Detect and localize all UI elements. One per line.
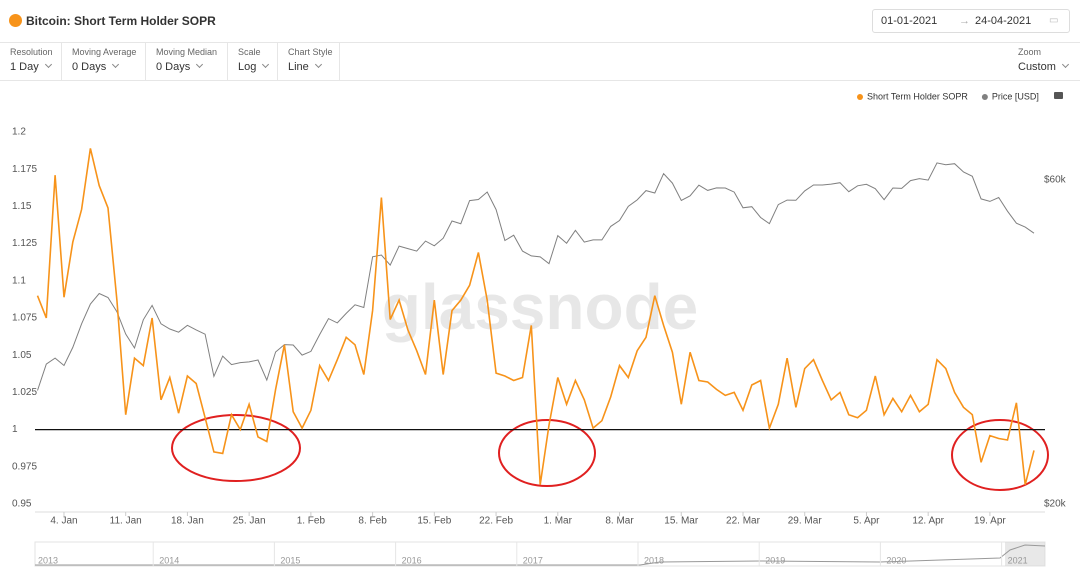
navigator-label: 2021 (1008, 555, 1028, 565)
x-tick-label: 19. Apr (974, 516, 1006, 527)
control[interactable]: Chart Style Line (278, 43, 340, 80)
control-value[interactable]: Log (238, 60, 270, 73)
control-value[interactable]: Custom (1018, 60, 1069, 73)
x-tick-label: 4. Jan (50, 516, 77, 527)
calendar-icon[interactable]: ▭ (1049, 15, 1059, 26)
control[interactable]: Moving Average 0 Days (62, 43, 146, 80)
y-tick-label: 1.05 (12, 350, 32, 361)
legend-label: Price [USD] (992, 91, 1039, 101)
y-tick-label: 1.2 (12, 127, 26, 138)
x-tick-label: 1. Feb (297, 516, 326, 527)
y-tick-label: 1.125 (12, 238, 37, 249)
control-label: Moving Average (72, 47, 137, 57)
camera-icon[interactable] (1054, 92, 1063, 99)
x-tick-label: 18. Jan (171, 516, 204, 527)
y-tick-label: 1.075 (12, 313, 37, 324)
navigator-label: 2018 (644, 555, 664, 565)
x-tick-label: 15. Feb (417, 516, 451, 527)
control-label: Zoom (1018, 47, 1042, 57)
y-tick-label: 1.175 (12, 164, 37, 175)
date-to[interactable]: 24-04-2021 (975, 15, 1032, 27)
control-label: Chart Style (288, 47, 333, 57)
navigator-label: 2017 (523, 555, 543, 565)
control-label: Scale (238, 47, 261, 57)
control-label: Resolution (10, 47, 53, 57)
control-value[interactable]: 1 Day (10, 60, 52, 73)
x-tick-label: 11. Jan (110, 516, 142, 527)
navigator-label: 2019 (765, 555, 785, 565)
navigator-label: 2020 (886, 555, 906, 565)
y-tick-label: 0.975 (12, 461, 37, 472)
date-from[interactable]: 01-01-2021 (881, 15, 938, 27)
series-line (37, 162, 1035, 391)
bitcoin-icon (9, 14, 22, 27)
highlight-circle (951, 419, 1049, 491)
y2-tick-label: $20k (1044, 499, 1067, 510)
arrow: → (959, 15, 970, 27)
highlight-circle (171, 414, 301, 482)
series-line (36, 148, 1035, 485)
x-tick-label: 8. Feb (358, 516, 387, 527)
highlight-circle (498, 419, 596, 487)
date-range[interactable]: 01-01-2021 → 24-04-2021 ▭ (872, 9, 1070, 33)
controls: Resolution 1 Day Moving Average 0 Days Movin… (0, 43, 1080, 81)
x-tick-label: 8. Mar (605, 516, 634, 527)
x-tick-label: 22. Feb (479, 516, 513, 527)
navigator-label: 2014 (159, 555, 179, 565)
watermark: glassnode (382, 271, 699, 343)
navigator-label: 2013 (38, 555, 58, 565)
x-tick-label: 15. Mar (664, 516, 699, 527)
y-tick-label: 1 (12, 424, 18, 435)
zoom-control[interactable]: Zoom Custom (1008, 43, 1078, 80)
navigator-label: 2016 (402, 555, 422, 565)
y-tick-label: 1.1 (12, 275, 26, 286)
x-tick-label: 1. Mar (544, 516, 573, 527)
control-label: Moving Median (156, 47, 218, 57)
y-tick-label: 0.95 (12, 499, 32, 510)
x-tick-label: 5. Apr (853, 516, 880, 527)
x-tick-label: 12. Apr (912, 516, 944, 527)
control[interactable]: Scale Log (228, 43, 278, 80)
y2-tick-label: $60k (1044, 174, 1067, 185)
page-title: Bitcoin: Short Term Holder SOPR (26, 14, 216, 28)
control[interactable]: Moving Median 0 Days (146, 43, 228, 80)
header: Bitcoin: Short Term Holder SOPR 01-01-20… (0, 0, 1080, 43)
legend-swatch (981, 94, 988, 100)
legend-label: Short Term Holder SOPR (867, 91, 968, 101)
y-tick-label: 1.15 (12, 201, 32, 212)
control-value[interactable]: Line (288, 60, 322, 73)
x-tick-label: 22. Mar (726, 516, 761, 527)
y-tick-label: 1.025 (12, 387, 37, 398)
legend-swatch (857, 94, 863, 100)
control-value[interactable]: 0 Days (156, 60, 204, 73)
navigator-label: 2015 (280, 555, 300, 565)
x-tick-label: 29. Mar (788, 516, 823, 527)
x-tick-label: 25. Jan (233, 516, 266, 527)
control[interactable]: Resolution 1 Day (0, 43, 62, 80)
control-value[interactable]: 0 Days (72, 60, 120, 73)
